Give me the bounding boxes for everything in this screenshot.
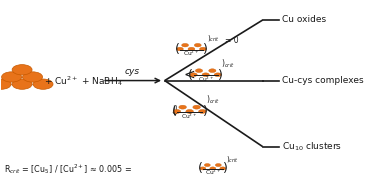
Circle shape xyxy=(186,110,194,113)
Circle shape xyxy=(12,79,32,89)
Circle shape xyxy=(188,47,195,51)
Circle shape xyxy=(12,65,32,75)
Circle shape xyxy=(202,73,209,77)
Text: Cu$^{2+}$: Cu$^{2+}$ xyxy=(183,48,200,58)
Circle shape xyxy=(200,47,206,51)
Text: ⇓: ⇓ xyxy=(169,105,180,118)
Text: ): ) xyxy=(203,43,208,56)
Circle shape xyxy=(214,73,222,77)
Text: Cu-cys complexes: Cu-cys complexes xyxy=(282,76,364,85)
Circle shape xyxy=(200,167,206,170)
Text: = 0: = 0 xyxy=(225,36,238,45)
Circle shape xyxy=(23,72,43,82)
Text: Cu$_{10}$ clusters: Cu$_{10}$ clusters xyxy=(282,140,342,153)
Text: ): ) xyxy=(218,69,223,82)
Text: (: ( xyxy=(175,43,180,56)
Text: (: ( xyxy=(172,105,177,118)
Text: ): ) xyxy=(203,105,208,118)
Text: (: ( xyxy=(188,69,193,82)
Circle shape xyxy=(182,43,189,47)
Text: (: ( xyxy=(198,162,203,175)
Circle shape xyxy=(33,79,53,89)
Circle shape xyxy=(198,110,206,113)
Circle shape xyxy=(209,69,216,73)
Circle shape xyxy=(204,164,210,167)
Text: Cu$^{2+}$: Cu$^{2+}$ xyxy=(204,167,221,177)
Circle shape xyxy=(195,69,203,73)
Circle shape xyxy=(210,167,216,170)
Text: <: < xyxy=(184,68,195,82)
Text: Cu oxides: Cu oxides xyxy=(282,16,327,24)
Circle shape xyxy=(177,47,183,51)
Text: cys: cys xyxy=(125,67,140,76)
Circle shape xyxy=(179,105,186,109)
Circle shape xyxy=(0,79,11,89)
Circle shape xyxy=(194,43,201,47)
Circle shape xyxy=(215,164,221,167)
Text: $)_{crit}$: $)_{crit}$ xyxy=(206,94,220,106)
Text: ): ) xyxy=(223,162,228,175)
Text: Cu$^{2+}$: Cu$^{2+}$ xyxy=(198,74,214,84)
Circle shape xyxy=(173,110,181,113)
Text: + Cu$^{2+}$ + NaBH$_4$: + Cu$^{2+}$ + NaBH$_4$ xyxy=(44,74,123,88)
Text: Cu$^{2+}$: Cu$^{2+}$ xyxy=(181,111,198,121)
Circle shape xyxy=(193,105,200,109)
Circle shape xyxy=(220,167,226,170)
Circle shape xyxy=(190,73,197,77)
Circle shape xyxy=(2,72,22,82)
Text: R$_{crit}$ = [Cu$_5$] / [Cu$^{2+}$] ≈ 0.005 =: R$_{crit}$ = [Cu$_5$] / [Cu$^{2+}$] ≈ 0.… xyxy=(4,162,133,176)
Text: $)_{crit}$: $)_{crit}$ xyxy=(222,57,235,70)
Text: $)_{crit}$: $)_{crit}$ xyxy=(208,33,220,43)
Text: $)_{crit}$: $)_{crit}$ xyxy=(226,154,239,164)
